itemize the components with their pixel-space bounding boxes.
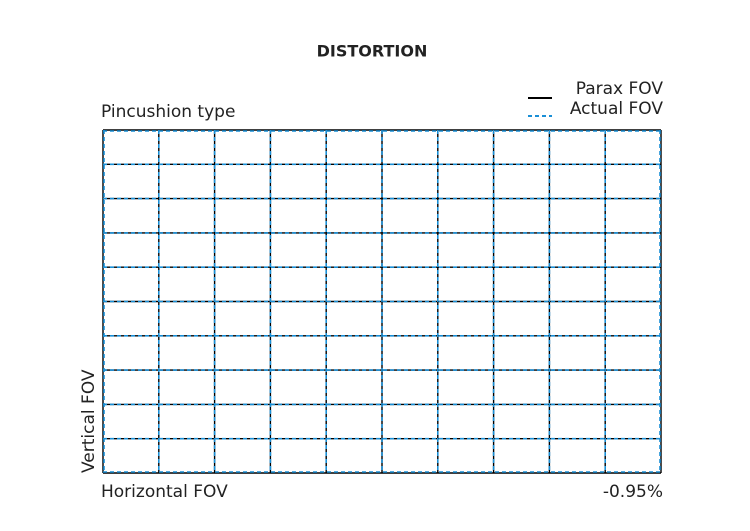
x-axis-label: Horizontal FOV xyxy=(101,482,228,502)
y-axis-label: Vertical FOV xyxy=(79,369,99,473)
annotation: -0.95% xyxy=(603,482,663,502)
subtitle: Pincushion type xyxy=(101,102,235,122)
legend-label: Parax FOV xyxy=(576,79,664,99)
legend-label: Actual FOV xyxy=(570,99,664,119)
chart-title: DISTORTION xyxy=(317,42,428,61)
